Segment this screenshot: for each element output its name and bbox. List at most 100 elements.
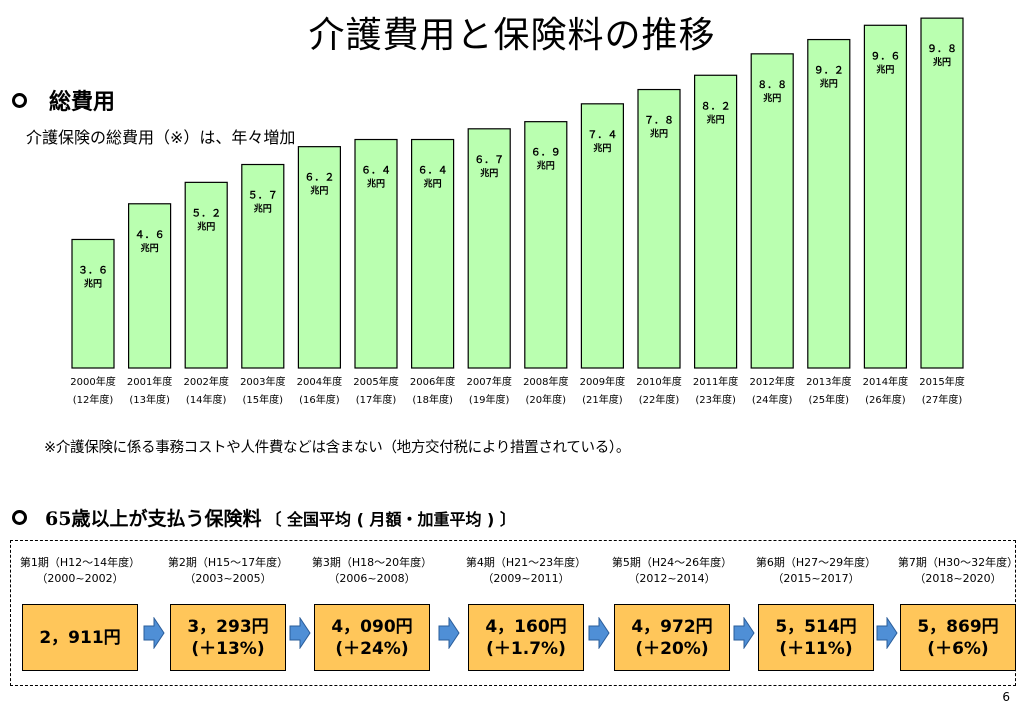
period-years: （2012~2014） xyxy=(628,572,716,585)
bar-unit-label: 兆円 xyxy=(820,78,838,90)
bar-value-label: ６．４ xyxy=(361,165,391,177)
period-label: 第3期（H18～20年度） （2006~2008） xyxy=(297,555,447,587)
period-label: 第1期（H12～14年度） （2000~2002） xyxy=(5,555,155,587)
bar-unit-label: 兆円 xyxy=(537,160,555,172)
bar-value-label: ６．４ xyxy=(418,165,448,177)
bar xyxy=(637,88,681,369)
bar-value-label: ６．９ xyxy=(531,147,561,159)
period-name: 第5期（H24～26年度） xyxy=(611,556,733,569)
premium-amount: 3，293円 xyxy=(187,616,269,637)
x-tick-sublabel: (14年度) xyxy=(186,393,227,406)
period-years: （2000~2002） xyxy=(36,572,124,585)
premium-amount: 5，514円 xyxy=(775,616,857,637)
x-tick-label: 2003年度 xyxy=(240,375,285,388)
period-label: 第4期（H21～23年度） （2009~2011） xyxy=(451,555,601,587)
x-tick-label: 2015年度 xyxy=(919,375,964,388)
period-label: 第6期（H27～29年度） （2015~2017） xyxy=(741,555,891,587)
bar-unit-label: 兆円 xyxy=(763,92,781,104)
premium-amount: 4，160円 xyxy=(485,616,567,637)
premium-amount: 2，911円 xyxy=(39,627,121,648)
period-years: （2009~2011） xyxy=(482,572,570,585)
footnote: ※介護保険に係る事務コストや人件費などは含まない（地方交付税により措置されている… xyxy=(44,440,631,456)
total-cost-bar-chart: ３．６兆円2000年度(12年度)４．６兆円2001年度(13年度)５．２兆円2… xyxy=(70,17,965,406)
premium-change: (＋24%) xyxy=(335,638,409,659)
x-tick-sublabel: (18年度) xyxy=(412,393,453,406)
bar-unit-label: 兆円 xyxy=(141,242,159,254)
bar-value-label: ５．２ xyxy=(191,207,221,219)
premium-amount-box: 4，972円 (＋20%) xyxy=(614,604,730,671)
period-name: 第6期（H27～29年度） xyxy=(755,556,877,569)
bar xyxy=(863,24,908,369)
period-label: 第2期（H15～17年度） （2003~2005） xyxy=(153,555,303,587)
x-tick-sublabel: (25年度) xyxy=(809,393,850,406)
bar xyxy=(354,138,398,369)
x-tick-label: 2006年度 xyxy=(410,375,455,388)
x-tick-sublabel: (17年度) xyxy=(356,393,397,406)
x-tick-sublabel: (19年度) xyxy=(469,393,510,406)
period-label: 第7期（H30～32年度） （2018~2020） xyxy=(883,555,1024,587)
premium-amount-box: 4，090円 (＋24%) xyxy=(314,604,430,671)
period-years: （2015~2017） xyxy=(772,572,860,585)
bar-value-label: ９．２ xyxy=(814,65,844,77)
x-tick-label: 2008年度 xyxy=(523,375,568,388)
x-tick-sublabel: (13年度) xyxy=(129,393,170,406)
bar-unit-label: 兆円 xyxy=(650,128,668,140)
right-arrow-icon xyxy=(588,617,610,649)
section-premium-title: 65歳以上が支払う保険料 xyxy=(45,508,262,530)
right-arrow-icon xyxy=(438,617,460,649)
x-tick-label: 2012年度 xyxy=(749,375,794,388)
right-arrow-icon xyxy=(289,617,311,649)
bar xyxy=(297,146,341,369)
page-number: 6 xyxy=(1002,690,1010,704)
x-tick-label: 2005年度 xyxy=(353,375,398,388)
premium-amount-box: 2，911円 xyxy=(22,604,138,671)
premium-amount: 4，090円 xyxy=(331,616,413,637)
circle-bullet-icon xyxy=(12,92,27,108)
x-tick-label: 2001年度 xyxy=(127,375,172,388)
page-title: 介護費用と保険料の推移 xyxy=(308,15,716,56)
period-years: （2018~2020） xyxy=(914,572,1002,585)
x-tick-label: 2011年度 xyxy=(693,375,738,388)
bar xyxy=(920,17,964,369)
bar xyxy=(411,138,455,369)
bar-unit-label: 兆円 xyxy=(593,142,611,154)
period-label: 第5期（H24～26年度） （2012~2014） xyxy=(597,555,747,587)
bar-value-label: ８．８ xyxy=(757,79,787,91)
bar xyxy=(524,121,568,369)
period-name: 第2期（H15～17年度） xyxy=(167,556,289,569)
right-arrow-icon xyxy=(876,617,898,649)
x-tick-sublabel: (27年度) xyxy=(922,393,963,406)
bar xyxy=(807,38,851,369)
premium-change: (＋6%) xyxy=(927,638,989,659)
x-tick-sublabel: (24年度) xyxy=(752,393,793,406)
bar-unit-label: 兆円 xyxy=(707,113,725,125)
x-tick-sublabel: (20年度) xyxy=(526,393,567,406)
right-arrow-icon xyxy=(143,617,165,649)
period-name: 第7期（H30～32年度） xyxy=(897,556,1019,569)
x-tick-sublabel: (26年度) xyxy=(865,393,906,406)
premium-change: (＋11%) xyxy=(779,638,853,659)
x-tick-sublabel: (15年度) xyxy=(243,393,284,406)
premium-amount-box: 5，514円 (＋11%) xyxy=(758,604,874,671)
premium-amount-box: 3，293円 (＋13%) xyxy=(170,604,286,671)
bar xyxy=(71,238,115,369)
bar-unit-label: 兆円 xyxy=(84,277,102,289)
period-name: 第1期（H12～14年度） xyxy=(19,556,141,569)
bar-unit-label: 兆円 xyxy=(197,220,215,232)
bar-value-label: ９．８ xyxy=(927,43,957,55)
premium-change: (＋1.7%) xyxy=(486,638,566,659)
bar-value-label: ４．６ xyxy=(135,229,165,241)
bar xyxy=(693,74,738,369)
section-total-cost-title: 総費用 xyxy=(49,90,116,115)
bar-value-label: ５．７ xyxy=(248,190,278,202)
bar xyxy=(241,163,285,369)
x-tick-label: 2009年度 xyxy=(580,375,625,388)
x-tick-sublabel: (21年度) xyxy=(582,393,623,406)
bar-value-label: ６．７ xyxy=(474,154,504,166)
bar xyxy=(580,103,625,369)
x-tick-sublabel: (22年度) xyxy=(639,393,680,406)
bar-value-label: ８．２ xyxy=(701,100,731,112)
bar-value-label: ７．４ xyxy=(587,129,617,141)
period-name: 第3期（H18～20年度） xyxy=(311,556,433,569)
bar-unit-label: 兆円 xyxy=(876,63,894,75)
